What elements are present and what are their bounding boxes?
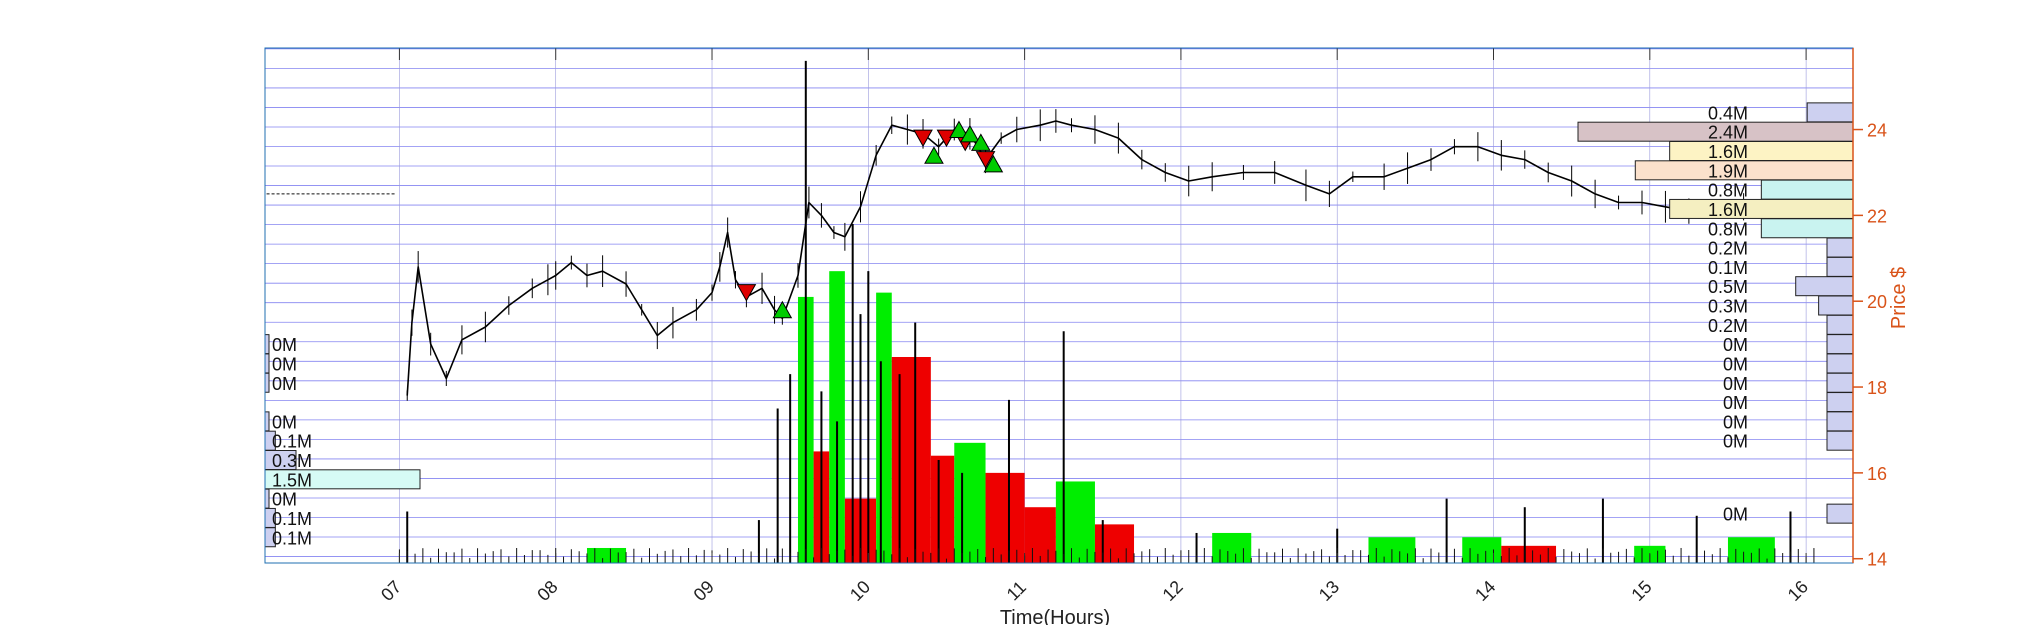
x-tick-label: 13	[1315, 577, 1343, 605]
y-tick-label: 20	[1867, 292, 1887, 312]
volume-profile-regular-label: 1.6M	[1708, 200, 1748, 220]
volume-profile-premarket-label: 0.1M	[272, 432, 312, 452]
volume-profile-regular-bar	[1826, 353, 1854, 374]
volume-profile-premarket-label: 0.1M	[272, 509, 312, 529]
volume-profile-premarket-label: 0M	[272, 374, 297, 394]
volume-profile-regular-label: 0.2M	[1708, 316, 1748, 336]
volume-profile-premarket-bar	[264, 334, 270, 355]
volume-bars	[398, 60, 1815, 563]
volume-bar-down	[930, 455, 955, 563]
volume-profile-regular-bar	[1760, 179, 1854, 200]
buy-marker	[772, 300, 793, 319]
volume-profile-regular-label: 0.1M	[1708, 258, 1748, 278]
volume-profile-premarket-label: 0M	[272, 412, 297, 432]
volume-bar-up	[1462, 537, 1502, 563]
x-tick-label: 12	[1159, 577, 1187, 605]
volume-profile-regular-bar	[1669, 198, 1854, 219]
price-line	[406, 120, 1807, 396]
volume-profile-regular-bar	[1669, 141, 1854, 161]
volume-profile-regular-label: 0M	[1723, 393, 1748, 413]
volume-profile-regular-label: 0.2M	[1708, 239, 1748, 259]
sell-marker	[936, 129, 957, 148]
volume-profile-regular-bar	[1826, 372, 1854, 393]
x-tick-label: 07	[377, 577, 405, 605]
volume-profile-premarket-bar	[264, 488, 270, 509]
x-tick-label: 09	[690, 577, 718, 605]
x-tick-label: 11	[1003, 577, 1030, 604]
volume-bar-up	[1055, 481, 1095, 563]
y-axis-label: Price $	[1888, 267, 1910, 329]
buy-marker	[970, 133, 991, 151]
volume-profile-regular-bar	[1826, 237, 1854, 258]
volume-profile: 0.4M2.4M1.6M1.9M0.8M1.6M0.8M0.2M0.1M0.5M…	[264, 102, 1854, 548]
buy-marker	[960, 124, 980, 143]
volume-profile-regular-label: 0.8M	[1708, 181, 1748, 201]
volume-profile-regular-bar	[1826, 411, 1854, 432]
volume-profile-regular-label: 0M	[1723, 432, 1748, 452]
volume-bar-down	[891, 357, 931, 563]
buy-marker	[924, 146, 944, 164]
volume-bar-down	[985, 472, 1025, 563]
sell-marker	[913, 129, 933, 148]
x-tick-label: 15	[1627, 577, 1655, 605]
y-tick-label: 18	[1867, 378, 1887, 398]
volume-bar-up	[1212, 532, 1252, 563]
sell-marker	[736, 284, 757, 302]
y-tick-label: 24	[1867, 121, 1887, 141]
volume-profile-premarket-label: 0M	[272, 490, 297, 510]
y-tick-label: 16	[1867, 464, 1887, 484]
volume-profile-regular-bar	[1760, 218, 1854, 239]
buy-marker	[983, 154, 1004, 173]
volume-bar-up	[876, 292, 892, 563]
volume-profile-regular-label: 0M	[1723, 374, 1748, 394]
trade-markers	[736, 120, 1004, 319]
volume-profile-regular-bar	[1795, 276, 1854, 297]
volume-bar-up	[586, 547, 627, 563]
volume-profile-regular-label: 1.9M	[1708, 161, 1748, 181]
volume-profile-regular-bar	[1806, 102, 1854, 123]
volume-profile-premarket-bar	[264, 411, 270, 432]
volume-profile-premarket-label: 1.5M	[272, 470, 312, 490]
x-axis-label: Time(Hours)	[1000, 607, 1110, 625]
volume-profile-regular-label: 0.4M	[1708, 103, 1748, 123]
volume-profile-premarket-label: 0M	[272, 354, 297, 374]
volume-profile-regular-bar	[1826, 392, 1854, 413]
x-tick-label: 10	[846, 577, 874, 605]
volume-profile-regular-label: 2.4M	[1708, 123, 1748, 143]
volume-profile-regular-label: 0.8M	[1708, 219, 1748, 239]
volume-profile-regular-bar	[1826, 256, 1854, 277]
x-tick-label: 08	[533, 577, 561, 605]
volume-profile-regular-bar	[1826, 503, 1854, 524]
volume-bar-up	[829, 271, 845, 563]
volume-profile-premarket-label: 0.3M	[272, 451, 312, 471]
volume-profile-regular-label: 1.6M	[1708, 142, 1748, 162]
y-tick-label: 14	[1867, 550, 1887, 570]
volume-profile-regular-label: 0M	[1723, 335, 1748, 355]
price-series	[266, 109, 1807, 401]
volume-profile-regular-label: 0M	[1723, 505, 1748, 525]
x-tick-label: 14	[1471, 577, 1499, 605]
volume-profile-regular-label: 0M	[1723, 354, 1748, 374]
buy-marker	[949, 120, 969, 139]
volume-profile-regular-label: 0.5M	[1708, 277, 1748, 297]
volume-bar-down	[1501, 545, 1557, 563]
volume-profile-premarket-label: 0.1M	[272, 528, 312, 548]
volume-bar-down	[1024, 507, 1056, 563]
volume-profile-premarket-label: 0M	[272, 335, 297, 355]
volume-bar-up	[954, 442, 986, 563]
volume-bar-down	[1094, 524, 1135, 563]
volume-profile-regular-label: 0M	[1723, 412, 1748, 432]
volume-profile-regular-label: 0.3M	[1708, 297, 1748, 317]
y-tick-label: 22	[1867, 206, 1887, 226]
sell-marker	[975, 151, 996, 169]
volume-profile-regular-bar	[1826, 430, 1854, 451]
volume-profile-premarket-bar	[264, 353, 270, 374]
volume-profile-regular-bar	[1818, 295, 1854, 316]
x-tick-label: 16	[1784, 577, 1812, 605]
volume-profile-premarket-bar	[264, 372, 270, 393]
volume-profile-regular-bar	[1826, 334, 1854, 355]
volume-profile-regular-bar	[1826, 314, 1854, 335]
